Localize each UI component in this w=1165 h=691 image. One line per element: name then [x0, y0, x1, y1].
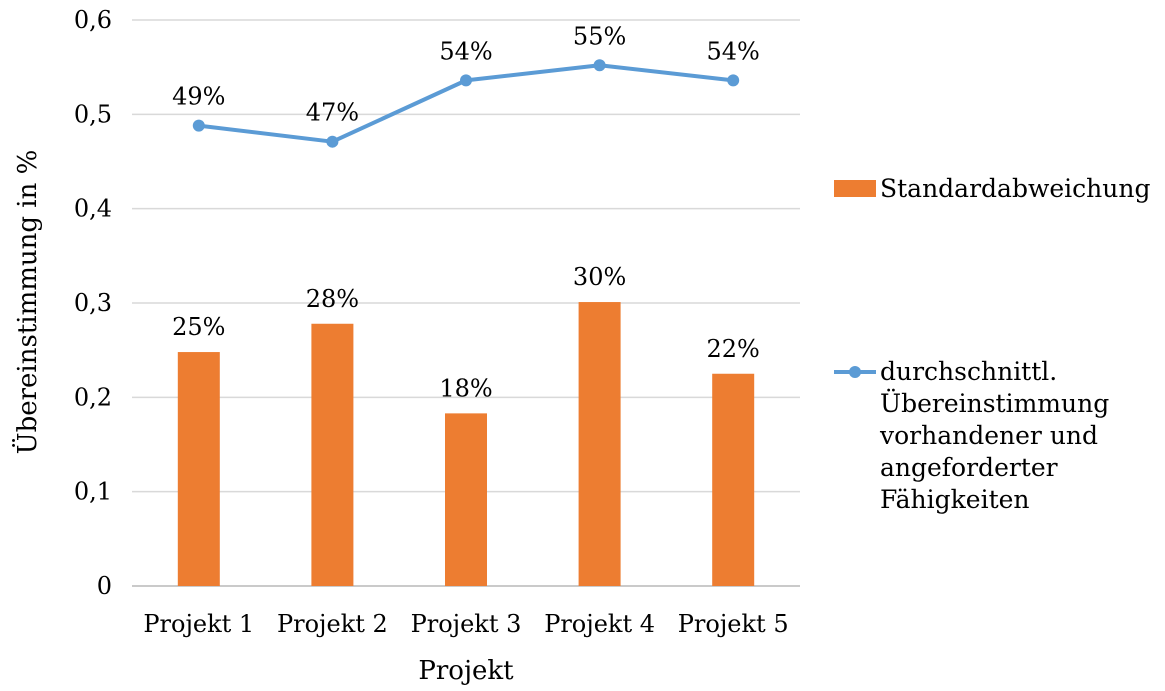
line-data-label: 47%	[306, 99, 359, 127]
bar	[445, 413, 487, 586]
legend-swatch-marker	[849, 366, 861, 378]
line-point	[326, 135, 339, 148]
bar-data-label: 25%	[172, 313, 225, 341]
y-tick-label: 0,4	[74, 195, 112, 223]
bar	[712, 373, 755, 586]
y-tick-label: 0,2	[74, 383, 112, 411]
line-point	[192, 119, 205, 132]
bar	[311, 323, 354, 586]
y-tick-labels: 0 0,1 0,2 0,3 0,4 0,5 0,6	[74, 6, 112, 600]
bar-data-label: 22%	[707, 335, 760, 363]
legend-label-standardabweichung: Standardabweichung	[880, 174, 1150, 203]
bar-data-label: 28%	[306, 285, 359, 313]
bar-series	[177, 302, 755, 586]
legend: Standardabweichung durchschnittl. Übereins…	[834, 174, 1150, 514]
x-tick-labels: Projekt 1 Projekt 2 Projekt 3 Projekt 4 Proj…	[143, 610, 788, 638]
line-data-label: 54%	[439, 37, 492, 65]
line-data-label: 54%	[707, 37, 760, 65]
bar-data-labels: 25% 28% 18% 30% 22%	[172, 263, 760, 402]
gridlines	[132, 19, 800, 587]
y-tick-label: 0	[97, 572, 112, 600]
x-tick-label: Projekt 2	[277, 610, 388, 638]
x-tick-label: Projekt 1	[143, 610, 254, 638]
y-tick-label: 0,5	[74, 100, 112, 128]
line-data-labels: 49% 47% 54% 55% 54%	[172, 22, 760, 126]
x-tick-label: Projekt 3	[411, 610, 522, 638]
y-tick-label: 0,3	[74, 289, 112, 317]
bar	[578, 302, 621, 586]
y-axis-title: Übereinstimmung in %	[11, 150, 43, 455]
line-point	[727, 74, 740, 87]
y-tick-label: 0,1	[74, 478, 112, 506]
line-data-label: 55%	[573, 22, 626, 50]
x-axis-title: Projekt	[418, 656, 514, 686]
bar	[177, 352, 220, 586]
bar-data-label: 30%	[573, 263, 626, 291]
legend-swatch-bar	[834, 180, 876, 197]
line-point	[460, 74, 472, 87]
bar-data-label: 18%	[439, 374, 492, 402]
line-data-label: 49%	[172, 83, 225, 111]
x-tick-label: Projekt 4	[544, 610, 655, 638]
legend-label-uebereinstimmung: durchschnittl. Übereinstimmung vorhandener…	[879, 357, 1109, 514]
x-tick-label: Projekt 5	[678, 610, 789, 638]
line-point	[593, 59, 606, 72]
y-tick-label: 0,6	[74, 6, 112, 34]
line-series	[192, 59, 740, 148]
